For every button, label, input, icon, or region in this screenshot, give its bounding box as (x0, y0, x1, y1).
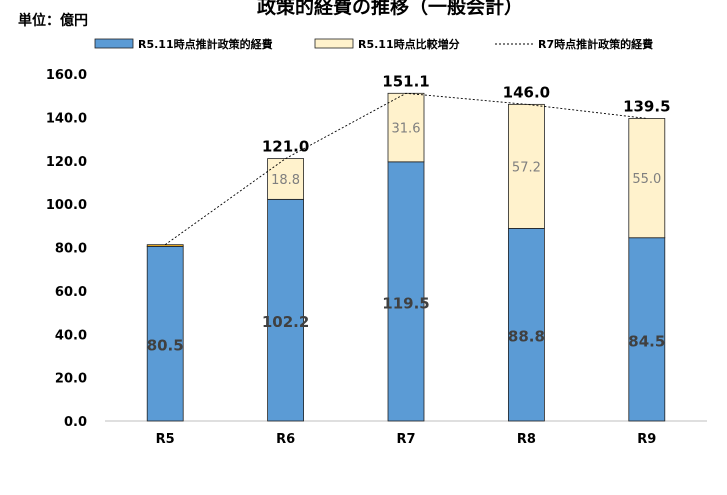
y-tick-label: 20.0 (55, 372, 87, 387)
x-tick-label: R8 (517, 432, 536, 447)
y-tick-label: 80.0 (55, 242, 87, 257)
unit-label: 単位：億円 (18, 13, 88, 29)
y-tick-label: 0.0 (64, 415, 87, 430)
bar-data-label: 18.8 (271, 173, 300, 188)
bar-data-label: 119.5 (382, 294, 429, 312)
bar-segment (267, 198, 305, 422)
legend-label: R5.11時点推計政策的経費 (138, 37, 273, 51)
x-tick-label: R7 (396, 432, 415, 447)
bar-segment (507, 228, 545, 422)
bar-segment (628, 118, 666, 239)
legend-swatch (94, 38, 134, 49)
total-data-label: 139.5 (623, 97, 670, 115)
series-line (164, 92, 647, 246)
legend-swatch (314, 38, 354, 49)
bar-segment (507, 103, 545, 229)
bar-data-label: 88.8 (508, 328, 545, 346)
x-tick-label: R5 (156, 432, 175, 447)
y-tick-label: 120.0 (46, 155, 87, 170)
total-data-label: 121.0 (262, 138, 309, 156)
bar-data-label: 31.6 (392, 122, 421, 137)
chart-title: 政策的経費の推移（一般会計） (256, 0, 523, 18)
bar-data-label: 55.0 (632, 172, 661, 187)
bar-data-label: 84.5 (628, 332, 665, 350)
x-tick-label: R6 (276, 432, 295, 447)
y-tick-label: 40.0 (55, 328, 87, 343)
bar-data-label: 80.5 (147, 337, 184, 355)
bar-segment (267, 158, 305, 200)
bar-data-label: 57.2 (512, 160, 541, 175)
y-tick-label: 100.0 (46, 198, 87, 213)
y-tick-label: 160.0 (46, 68, 87, 83)
x-tick-label: R9 (637, 432, 656, 447)
total-data-label: 146.0 (503, 83, 550, 101)
y-tick-label: 140.0 (46, 111, 87, 126)
bar-segment (387, 161, 425, 422)
bar-segment (146, 246, 184, 422)
legend-label: R5.11時点比較増分 (358, 37, 460, 51)
legend-label: R7時点推計政策的経費 (538, 37, 653, 51)
bar-segment (146, 244, 184, 247)
total-data-label: 151.1 (382, 72, 429, 90)
y-tick-label: 60.0 (55, 285, 87, 300)
bar-segment (628, 237, 666, 422)
bar-data-label: 102.2 (262, 313, 309, 331)
